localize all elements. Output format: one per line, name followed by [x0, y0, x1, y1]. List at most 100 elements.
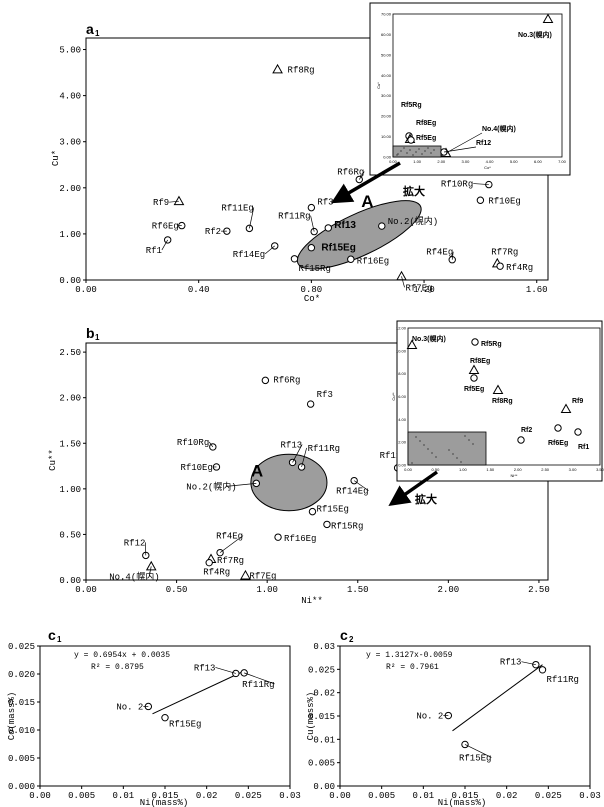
inset-frame: [392, 13, 563, 158]
trendline: [452, 664, 543, 732]
leader-line: [264, 245, 275, 255]
point-label-rf11eg: Rf11Eg: [221, 203, 253, 213]
point-label-rf12: Rf12: [124, 538, 146, 548]
point-no-2: [378, 222, 386, 230]
point-rf10eg: [476, 196, 485, 204]
y-axis-label: Cu(mass%): [306, 692, 316, 741]
x-tick-label: 0.015: [451, 791, 478, 801]
leader-line: [161, 239, 168, 251]
panel-letter: b: [86, 325, 95, 341]
leader-line: [208, 441, 214, 448]
point-label-rf13: Rf13: [334, 220, 356, 231]
inset-small-point: [400, 150, 402, 152]
leader-line: [169, 200, 179, 203]
y-tick-label: 1.50: [59, 439, 81, 449]
point-label-rf7eg: Rf7Eg: [406, 283, 433, 293]
y-tick-label: 0.025: [308, 665, 335, 675]
inset-small-point: [423, 444, 425, 446]
point-label-rf15eg: Rf15Eg: [169, 720, 201, 730]
inset-small-point: [430, 152, 432, 154]
point-rf15rg: [323, 520, 331, 529]
inset-small-point: [409, 149, 411, 151]
x-tick-label: 0.50: [166, 585, 188, 595]
inset-point-rf9: [560, 403, 572, 413]
point-rf9: [173, 195, 185, 206]
region-a-label: A: [251, 461, 263, 480]
inset-y-tick-label: 6.00: [398, 394, 407, 399]
point-label-rf3: Rf3: [317, 198, 333, 208]
point-label-rf1: Rf1: [146, 246, 162, 256]
inset-x-tick-label: 7.00: [558, 159, 567, 164]
point-label-rf10rg: Rf10Rg: [177, 438, 209, 448]
y-axis-label: Cu**: [48, 449, 58, 471]
inset-label-rf1: Rf1: [578, 444, 589, 451]
panel-letter: a: [86, 21, 94, 37]
inset-small-point: [415, 436, 417, 438]
inset-x-tick-label: 0.50: [432, 467, 441, 472]
inset-x-tick-label: 3.00: [462, 159, 471, 164]
enlarge-arrow: [388, 470, 439, 507]
y-tick-label: 2.50: [59, 348, 81, 358]
point-label-rf4rg: Rf4Rg: [203, 568, 230, 578]
point-rf14eg: [350, 476, 358, 485]
inset-y-tick-label: 70.00: [381, 12, 392, 17]
point-label-rf10eg: Rf10Eg: [488, 196, 520, 206]
inset-label-rf5eg: Rf5Eg: [464, 386, 484, 393]
inset-zoom-region: [407, 431, 487, 466]
point-rf16eg: [347, 255, 355, 263]
y-tick-label: 2.00: [59, 394, 81, 404]
inset-frame: [407, 327, 601, 466]
point-label-rf15eg: Rf15Eg: [316, 505, 348, 515]
point-rf4rg: [205, 558, 213, 567]
inset-point-rf5rg: [471, 338, 479, 346]
inset-small-point: [433, 149, 435, 151]
inset-point-rf8rg: [492, 384, 504, 394]
y-tick-label: 0.000: [8, 782, 35, 792]
leader-line: [451, 251, 454, 260]
panel-subscript: 1: [95, 333, 100, 342]
point-label-rf4eg: Rf4Eg: [216, 532, 243, 542]
inset-small-point: [412, 154, 414, 156]
x-axis-label: Co*: [304, 294, 320, 304]
x-tick-label: 0.025: [235, 791, 262, 801]
regression-equation: y = 0.6954x + 0.0035: [74, 651, 170, 660]
point-rf3: [307, 203, 316, 212]
y-tick-label: 0.00: [313, 782, 335, 792]
inset-small-point: [452, 453, 454, 455]
y-tick-label: 0.00: [59, 276, 81, 286]
point-label-rf11rg: Rf11Rg: [547, 675, 579, 685]
point-rf4rg: [496, 262, 504, 270]
x-tick-label: 0.03: [579, 791, 601, 801]
leader-line: [244, 672, 275, 685]
point-label-rf8rg: Rf8Rg: [288, 65, 315, 75]
x-tick-label: 0.03: [279, 791, 301, 801]
x-tick-label: 0.005: [368, 791, 395, 801]
inset-label-rf5rg: Rf5Rg: [401, 102, 422, 109]
inset-y-tick-label: 4.00: [398, 417, 407, 422]
point-label-rf7rg: Rf7Rg: [217, 556, 244, 566]
point-rf15eg: [308, 507, 317, 516]
point-label-no-2: No.2(幌内): [186, 480, 236, 492]
inset-x-tick-label: 1.50: [486, 467, 495, 472]
point-label-rf11rg: Rf11Rg: [278, 212, 310, 222]
leader-line: [464, 744, 492, 758]
inset-x-tick-label: 1.00: [413, 159, 422, 164]
point-rf15eg: [161, 713, 169, 722]
point-label-rf11rg: Rf11Rg: [242, 680, 274, 690]
inset-y-tick-label: 12.00: [396, 326, 407, 331]
inset-label-rf9: Rf9: [572, 398, 583, 405]
point-label-rf7rg: Rf7Rg: [491, 247, 518, 257]
inset-point-rf5eg: [470, 374, 478, 382]
leader-line: [310, 215, 315, 232]
panel-letter: c: [340, 627, 348, 643]
inset-small-point: [464, 435, 466, 437]
inset-label-no-4: No.4(幌内): [482, 124, 516, 133]
point-rf13: [324, 224, 332, 232]
inset-x-tick-label: 1.00: [459, 467, 468, 472]
inset-x-tick-label: 3.50: [596, 467, 604, 472]
point-label-no-2: No. 2: [116, 702, 143, 712]
leader-line: [249, 207, 255, 229]
y-tick-label: 5.00: [59, 46, 81, 56]
inset-leader-line: [443, 146, 477, 153]
x-tick-label: 1.50: [347, 585, 369, 595]
